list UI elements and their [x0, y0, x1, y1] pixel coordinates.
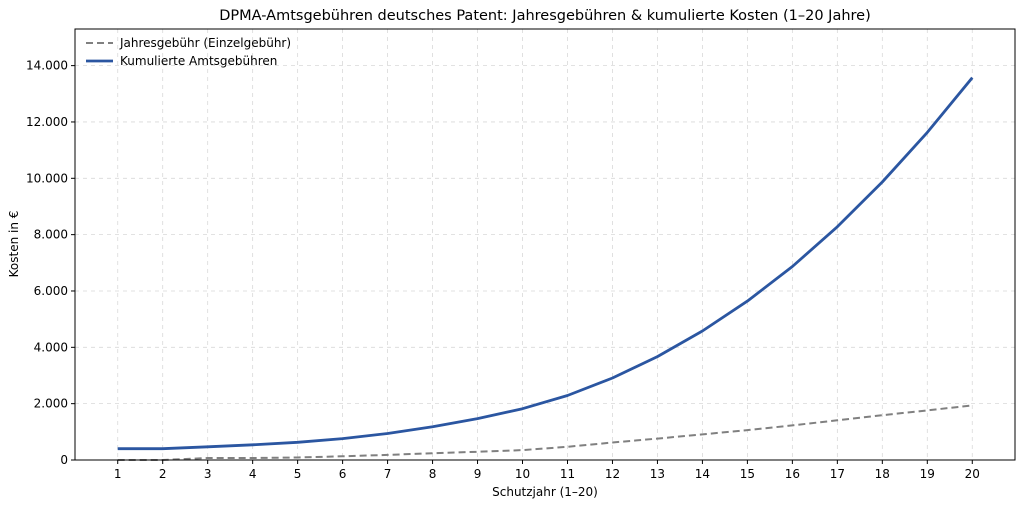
x-tick-label: 9	[474, 467, 482, 481]
y-tick-label: 2.000	[34, 397, 68, 411]
x-tick-label: 15	[740, 467, 755, 481]
y-tick-label: 0	[60, 453, 68, 467]
chart-title: DPMA-Amtsgebühren deutsches Patent: Jahr…	[219, 8, 871, 24]
x-axis-label: Schutzjahr (1–20)	[492, 485, 598, 499]
x-tick-label: 8	[429, 467, 437, 481]
y-tick-label: 4.000	[34, 340, 68, 354]
x-tick-label: 1	[114, 467, 122, 481]
y-tick-label: 14.000	[26, 59, 68, 73]
grid	[75, 29, 1015, 460]
x-tick-label: 18	[875, 467, 890, 481]
legend-label: Jahresgebühr (Einzelgebühr)	[119, 36, 291, 50]
y-axis: 0 2.000 4.000 6.000 8.000 10.000 12.000 14.000	[26, 59, 75, 467]
plot-frame	[75, 29, 1015, 460]
series-line-annual-fee	[118, 405, 973, 460]
x-tick-label: 6	[339, 467, 347, 481]
legend-label: Kumulierte Amtsgebühren	[120, 54, 277, 68]
x-tick-label: 11	[560, 467, 575, 481]
x-tick-label: 10	[515, 467, 530, 481]
x-tick-label: 5	[294, 467, 302, 481]
x-tick-label: 17	[830, 467, 845, 481]
x-tick-label: 3	[204, 467, 212, 481]
x-tick-label: 13	[650, 467, 665, 481]
x-tick-label: 7	[384, 467, 392, 481]
x-tick-label: 4	[249, 467, 257, 481]
y-tick-label: 6.000	[34, 284, 68, 298]
series-lines	[118, 78, 973, 460]
y-tick-label: 8.000	[34, 228, 68, 242]
x-tick-label: 16	[785, 467, 800, 481]
x-axis: 1234567891011121314151617181920	[114, 460, 980, 481]
y-tick-label: 10.000	[26, 171, 68, 185]
x-tick-label: 12	[605, 467, 620, 481]
x-tick-label: 14	[695, 467, 710, 481]
legend: Jahresgebühr (Einzelgebühr) Kumulierte Am…	[86, 36, 291, 68]
series-line-cumulative	[118, 78, 973, 449]
x-tick-label: 19	[920, 467, 935, 481]
y-axis-label: Kosten in €	[7, 211, 21, 278]
y-tick-label: 12.000	[26, 115, 68, 129]
x-tick-label: 20	[965, 467, 980, 481]
x-tick-label: 2	[159, 467, 167, 481]
